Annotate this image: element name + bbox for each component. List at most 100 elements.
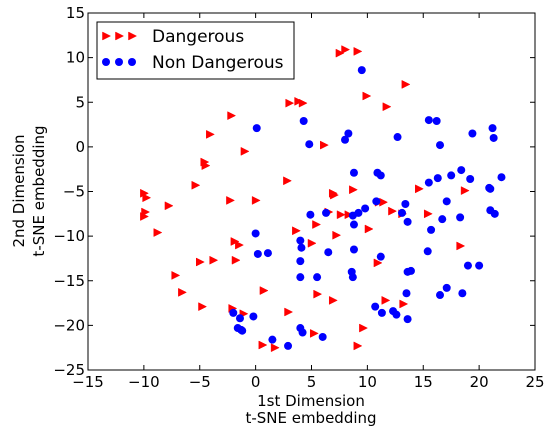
- data-points: [140, 45, 506, 353]
- plot-frame: [87, 12, 536, 371]
- dangerous-point: [373, 258, 383, 268]
- x-tick-label: −15: [72, 373, 104, 391]
- dangerous-point: [332, 230, 342, 240]
- legend-marker-triangle: [115, 31, 125, 41]
- legend-entry: Non Dangerous: [102, 53, 284, 73]
- legend-label: Non Dangerous: [152, 53, 284, 73]
- dangerous-point: [226, 196, 235, 205]
- dangerous-point: [230, 237, 240, 246]
- non-dangerous-point: [456, 213, 465, 222]
- y-tick-label: −10: [53, 227, 85, 245]
- dangerous-point: [196, 257, 205, 267]
- x-tick-label: 20: [470, 373, 489, 391]
- non-dangerous-point: [298, 328, 307, 337]
- non-dangerous-point: [313, 273, 322, 282]
- non-dangerous-point: [432, 116, 441, 125]
- non-dangerous-point: [349, 168, 358, 177]
- dangerous-point: [341, 45, 351, 54]
- dangerous-point: [399, 299, 409, 309]
- non-dangerous-point: [371, 302, 380, 311]
- dangerous-point: [353, 46, 363, 56]
- dangerous-point: [201, 161, 211, 171]
- non-dangerous-point: [436, 291, 445, 300]
- non-dangerous-point: [377, 308, 386, 317]
- non-dangerous-point: [322, 208, 331, 217]
- dangerous-point: [251, 196, 261, 205]
- dangerous-point: [178, 287, 187, 297]
- x-tick-label: 25: [525, 373, 544, 391]
- non-dangerous-point: [372, 197, 381, 206]
- non-dangerous-point: [436, 141, 445, 150]
- dangerous-point: [388, 206, 398, 216]
- x-axis-label-line2: t-SNE embedding: [245, 409, 376, 427]
- dangerous-point: [307, 238, 317, 248]
- non-dangerous-point: [305, 140, 314, 149]
- y-tick-label: 5: [75, 93, 85, 111]
- dangerous-point: [362, 91, 372, 101]
- dangerous-point: [330, 190, 339, 200]
- non-dangerous-point: [403, 217, 412, 226]
- non-dangerous-point: [253, 249, 262, 258]
- dangerous-point: [240, 146, 250, 156]
- non-dangerous-point: [475, 261, 484, 270]
- dangerous-point: [258, 340, 268, 350]
- non-dangerous-point: [466, 175, 475, 184]
- dangerous-point: [285, 98, 295, 108]
- non-dangerous-point: [235, 314, 244, 323]
- y-tick-label: 10: [66, 49, 85, 67]
- non-dangerous-point: [427, 225, 436, 234]
- non-dangerous-point: [457, 166, 466, 175]
- dangerous-point: [349, 185, 358, 195]
- legend-box: [96, 21, 295, 80]
- non-dangerous-point: [424, 116, 433, 125]
- non-dangerous-point: [442, 283, 451, 292]
- dangerous-point: [235, 240, 244, 250]
- non-dangerous-point: [403, 315, 412, 324]
- non-dangerous-point: [376, 171, 385, 180]
- non-dangerous-point: [299, 116, 308, 125]
- dangerous-point: [284, 307, 294, 317]
- legend-marker-circle: [115, 58, 123, 66]
- dangerous-point: [140, 212, 149, 221]
- dangerous-point: [164, 201, 174, 211]
- non-dangerous-point: [237, 325, 246, 334]
- non-dangerous-point: [489, 133, 498, 142]
- dangerous-point: [294, 96, 304, 106]
- non-dangerous-point: [349, 220, 358, 229]
- non-dangerous-point: [347, 267, 356, 276]
- non-dangerous-point: [463, 261, 472, 270]
- non-dangerous-point: [442, 197, 451, 206]
- non-dangerous-point: [251, 229, 260, 238]
- dangerous-point: [206, 129, 215, 139]
- legend-entry: Dangerous: [102, 27, 244, 47]
- dangerous-point: [292, 226, 301, 236]
- non-dangerous-point: [423, 247, 432, 256]
- legend-marker-triangle: [102, 31, 112, 41]
- non-dangerous-point: [344, 129, 353, 138]
- dangerous-point: [401, 79, 411, 89]
- dangerous-point: [209, 255, 219, 265]
- dangerous-point: [191, 180, 201, 190]
- dangerous-point: [153, 228, 163, 237]
- legend-entries: Dangerous Non Dangerous: [102, 27, 284, 73]
- non-dangerous-point: [486, 206, 495, 215]
- x-axis-label-line1: 1st Dimension: [257, 392, 365, 410]
- non-dangerous-point: [249, 312, 258, 321]
- dangerous-point: [423, 209, 433, 219]
- dangerous-point: [415, 184, 424, 194]
- non-dangerous-point: [349, 245, 358, 254]
- non-dangerous-point: [268, 335, 277, 344]
- non-dangerous-point: [392, 310, 401, 319]
- y-axis-label-line2: t-SNE embedding: [30, 125, 48, 256]
- non-dangerous-point: [447, 171, 456, 180]
- dangerous-point: [344, 210, 354, 220]
- non-dangerous-point: [357, 66, 366, 75]
- non-dangerous-point: [398, 208, 407, 217]
- dangerous-point: [364, 224, 374, 234]
- non-dangerous-point: [361, 204, 370, 213]
- x-tick-label: 10: [358, 373, 377, 391]
- non-dangerous-point: [393, 133, 402, 142]
- dangerous-point: [320, 140, 329, 150]
- x-tick-label: −10: [128, 373, 160, 391]
